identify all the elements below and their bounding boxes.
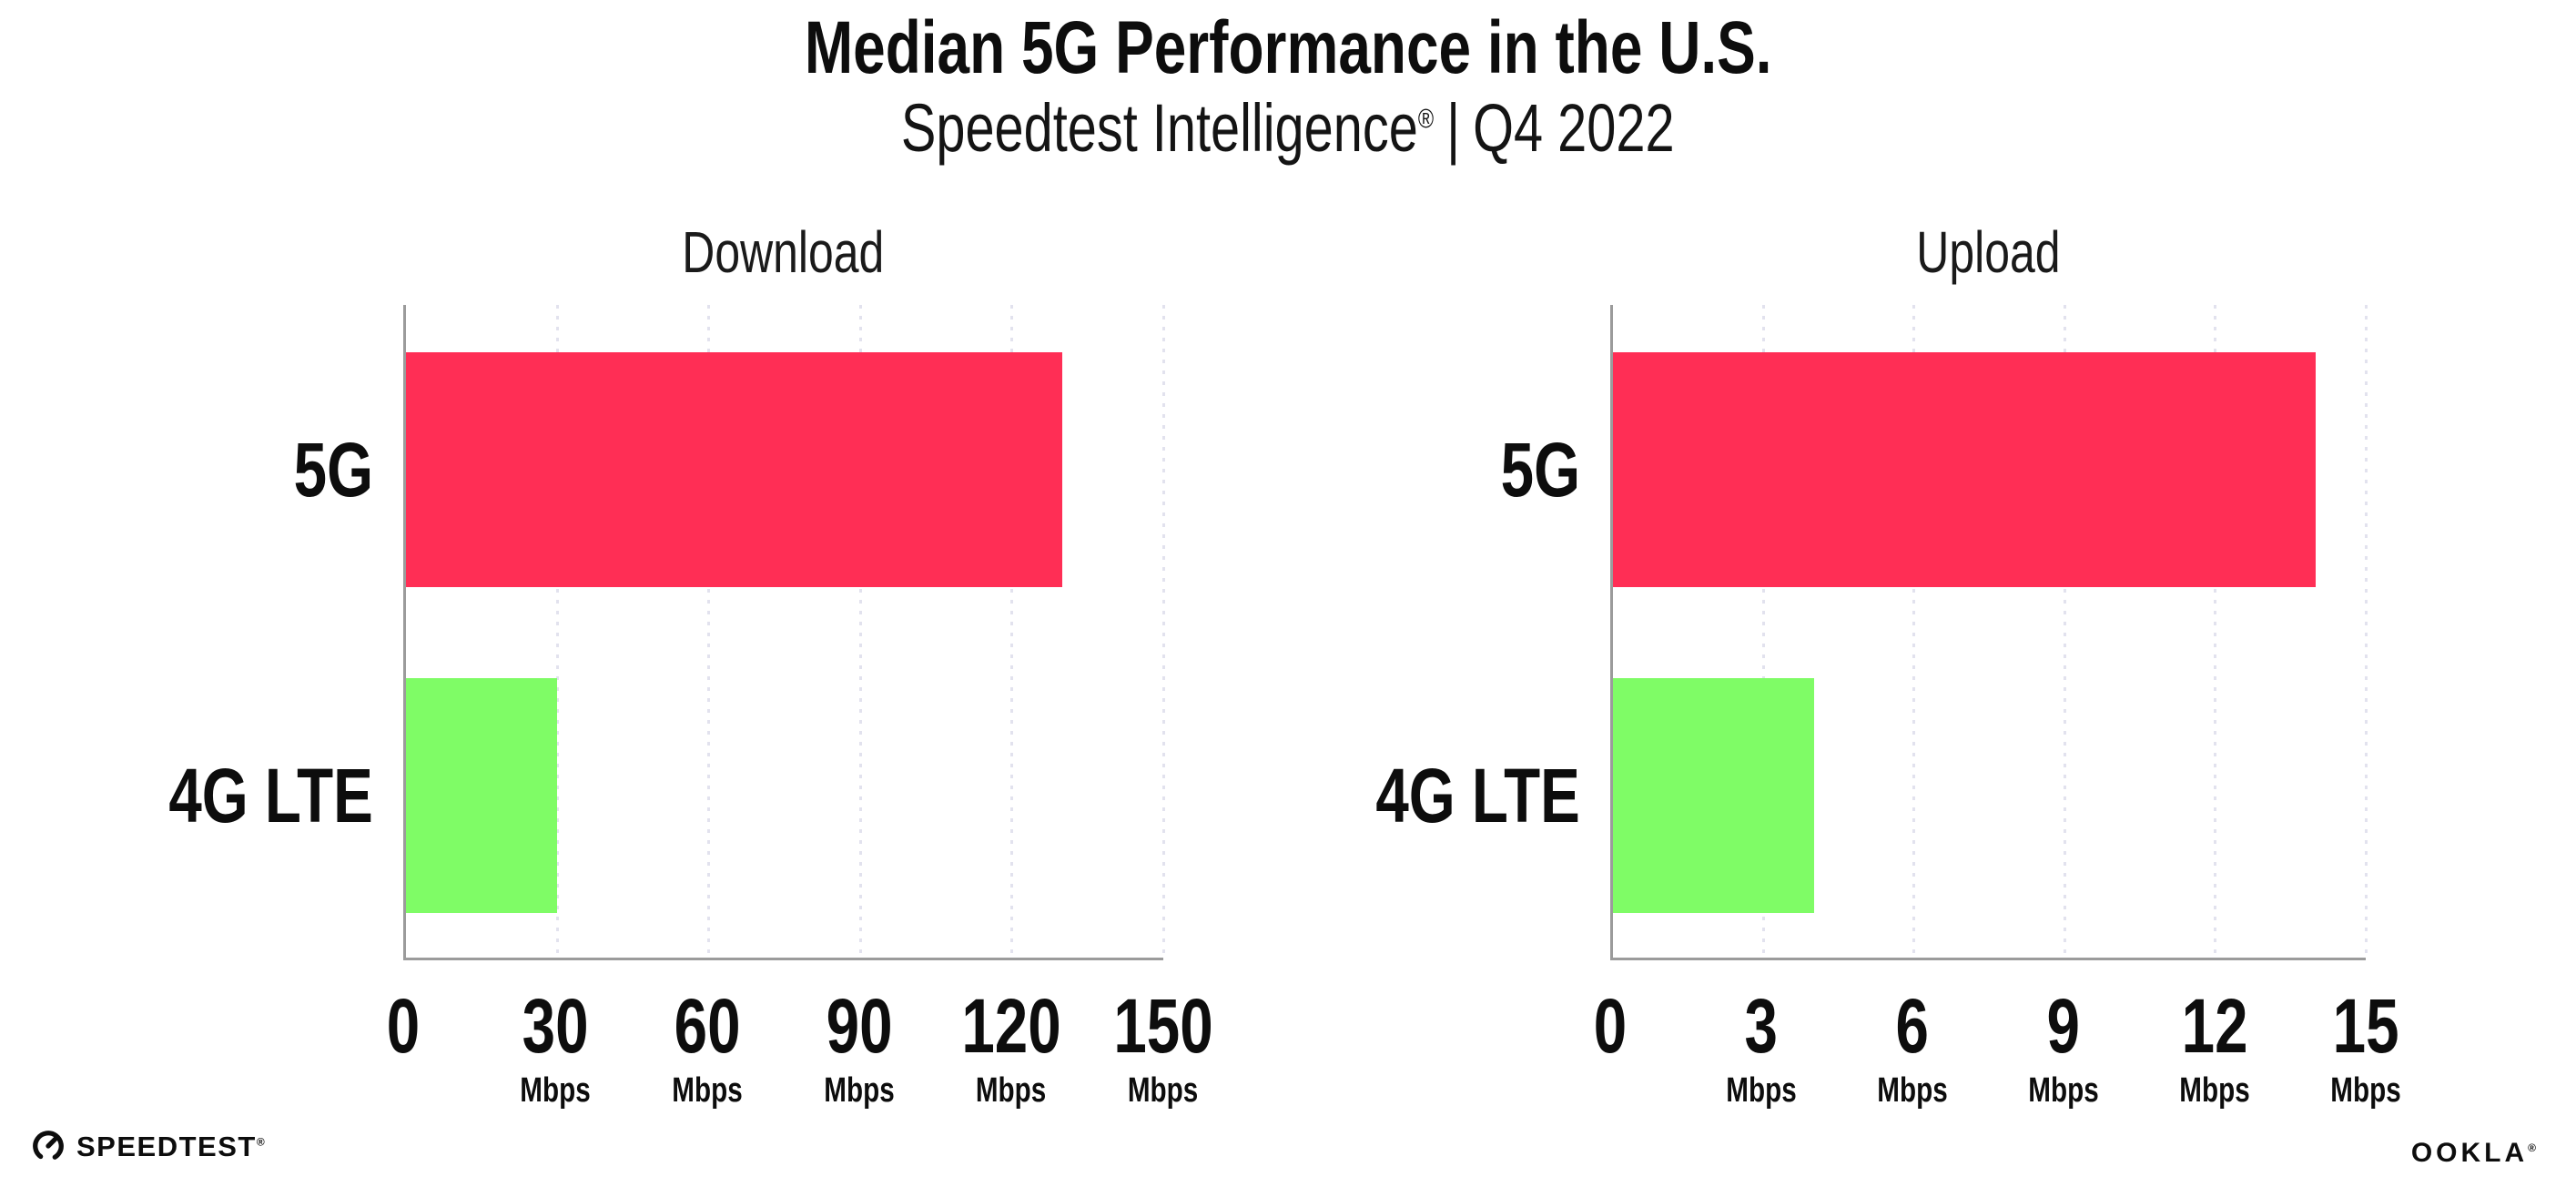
- x-axis-tick-label: 0: [1593, 983, 1628, 1069]
- page-subtitle: Speedtest Intelligence® | Q4 2022: [0, 89, 2576, 167]
- x-axis-tick-label: 120 Mbps: [961, 983, 1061, 1110]
- category-label-4g-lte: 4G LTE: [1375, 753, 1580, 838]
- speedtest-registered-icon: ®: [256, 1135, 267, 1149]
- gridline: [2364, 305, 2368, 958]
- bar-4g-lte: [1613, 678, 1814, 913]
- bar-5g: [1613, 352, 2316, 587]
- x-axis-tick-label: 15 Mbps: [2330, 983, 2401, 1110]
- gridline: [1761, 305, 1765, 958]
- upload-chart: Upload 5G 4G LTE 0 3 Mbps 6 Mbps 9 Mbps 12 Mbps 15…: [1376, 219, 2401, 1142]
- bar-5g: [406, 352, 1063, 587]
- page-title-text: Median 5G Performance in the U.S.: [804, 6, 1772, 89]
- x-axis-tick-label: 150 Mbps: [1113, 983, 1213, 1110]
- bar-4g-lte: [406, 678, 558, 913]
- ookla-wordmark: OOKLA: [2410, 1138, 2529, 1168]
- gridline: [2214, 305, 2217, 958]
- ookla-logo: OOKLA®: [2411, 1140, 2540, 1167]
- category-label-5g: 5G: [1500, 427, 1580, 512]
- page-subtitle-text: Speedtest Intelligence® | Q4 2022: [901, 89, 1675, 167]
- x-axis-tick-label: 12 Mbps: [2179, 983, 2250, 1110]
- gridline: [858, 305, 862, 958]
- page-title: Median 5G Performance in the U.S.: [0, 6, 2576, 89]
- x-axis-tick-label: 9 Mbps: [2028, 983, 2099, 1110]
- ookla-registered-icon: ®: [2528, 1141, 2540, 1154]
- x-axis-tick-label: 30 Mbps: [520, 983, 591, 1110]
- gridline: [707, 305, 711, 958]
- upload-plot-area: 5G 4G LTE: [1376, 305, 2368, 960]
- gridline: [1161, 305, 1165, 958]
- speedtest-logo: SPEEDTEST®: [31, 1129, 266, 1163]
- upload-chart-title: Upload: [1915, 219, 2061, 285]
- subtitle-separator: |: [1446, 90, 1461, 166]
- gridline: [1010, 305, 1014, 958]
- download-plot-area: 5G 4G LTE: [169, 305, 1165, 960]
- gridline: [2063, 305, 2066, 958]
- speedtest-gauge-icon: [33, 1131, 64, 1161]
- subtitle-period: Q4 2022: [1473, 90, 1675, 166]
- x-axis-tick-label: 6 Mbps: [1877, 983, 1948, 1110]
- x-axis-tick-label: 0: [386, 983, 421, 1069]
- category-label-4g-lte: 4G LTE: [168, 753, 373, 838]
- registered-mark-icon: ®: [1418, 104, 1435, 135]
- gridline: [555, 305, 559, 958]
- gridline: [1912, 305, 1916, 958]
- x-axis-tick-label: 3 Mbps: [1726, 983, 1797, 1110]
- download-chart-title: Download: [682, 219, 885, 285]
- download-chart: Download 5G 4G LTE 0 30 Mbps 60 Mbps 90 Mbps 120…: [169, 219, 1213, 1142]
- category-label-5g: 5G: [293, 427, 373, 512]
- x-axis-tick-label: 90 Mbps: [824, 983, 895, 1110]
- x-axis-tick-label: 60 Mbps: [672, 983, 743, 1110]
- subtitle-brand: Speedtest Intelligence: [901, 90, 1419, 166]
- speedtest-wordmark: SPEEDTEST®: [76, 1130, 267, 1162]
